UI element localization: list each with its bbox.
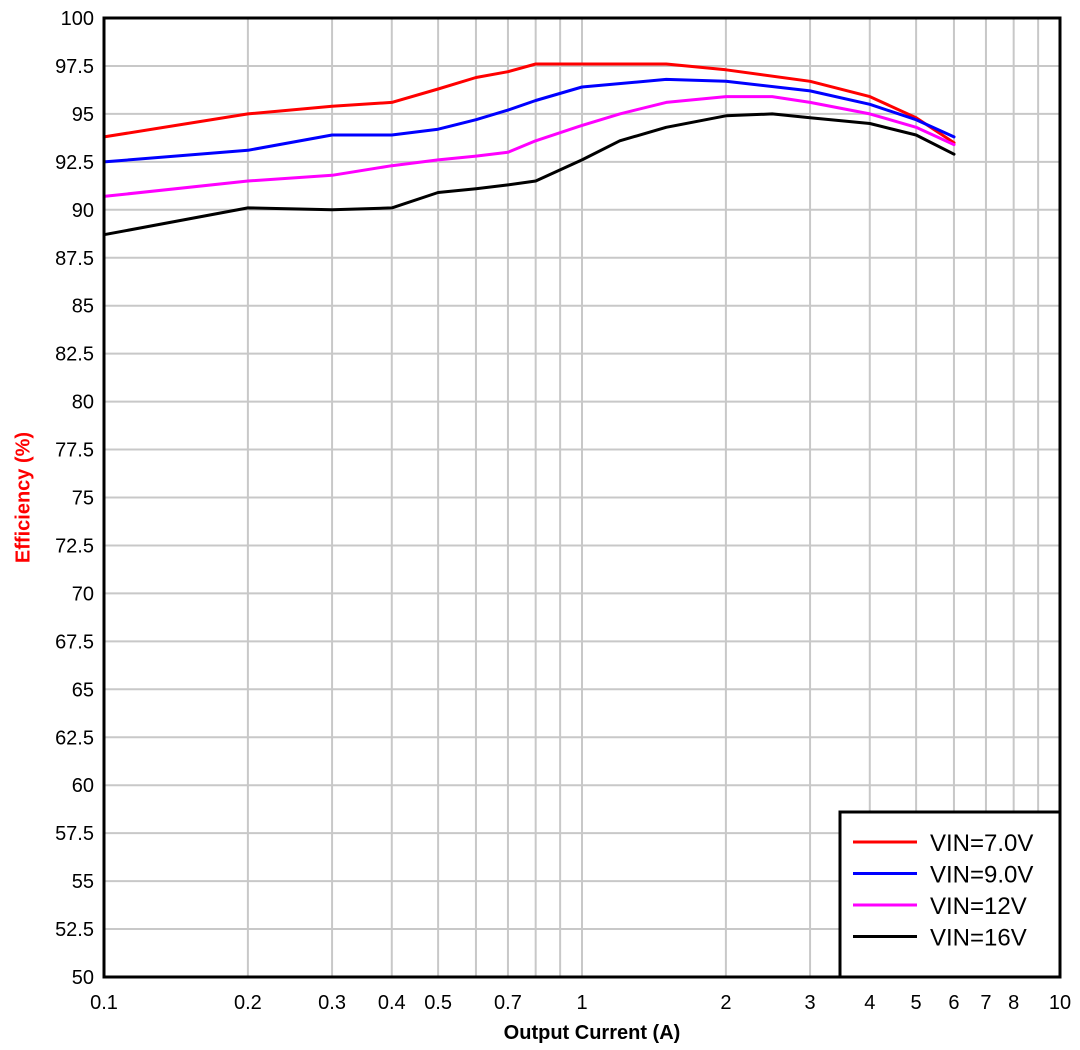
x-tick-label: 0.3 — [318, 992, 346, 1014]
legend-label: VIN=12V — [930, 893, 1027, 920]
y-tick-label: 67.5 — [55, 631, 94, 653]
y-tick-label: 87.5 — [55, 248, 94, 270]
y-tick-label: 60 — [72, 775, 94, 797]
y-tick-label: 80 — [72, 392, 94, 414]
x-tick-label: 5 — [911, 992, 922, 1014]
y-tick-label: 75 — [72, 488, 94, 510]
series-lines — [102, 62, 956, 237]
x-tick-label: 0.2 — [234, 992, 262, 1014]
y-tick-label: 95 — [72, 104, 94, 126]
y-tick-label: 70 — [72, 583, 94, 605]
y-tick-label: 65 — [72, 679, 94, 701]
x-tick-label: 8 — [1008, 992, 1019, 1014]
grid — [103, 17, 1061, 978]
x-tick-label: 3 — [805, 992, 816, 1014]
series-line-2 — [102, 77, 956, 164]
y-tick-labels: 50 52.5 55 57.5 60 62.5 65 67.5 70 72.5 75 77.5 80 82… — [55, 8, 94, 989]
x-tick-label: 0.7 — [494, 992, 522, 1014]
y-tick-label: 92.5 — [55, 152, 94, 174]
x-tick-label: 0.1 — [90, 992, 118, 1014]
x-tick-labels: 0.1 0.2 0.3 0.4 0.5 0.7 1 2 3 4 5 6 7 8 10 — [90, 992, 1071, 1014]
y-tick-label: 100 — [61, 8, 94, 30]
x-tick-label: 0.5 — [424, 992, 452, 1014]
y-tick-label: 50 — [72, 967, 94, 989]
series-line-4 — [102, 112, 956, 237]
legend-box — [838, 810, 1062, 979]
y-tick-label: 55 — [72, 871, 94, 893]
x-tick-label: 4 — [864, 992, 875, 1014]
series-line-3 — [102, 95, 956, 198]
plot-frame — [102, 16, 1062, 979]
x-axis-title: Output Current (A) — [504, 1022, 681, 1044]
y-tick-label: 85 — [72, 296, 94, 318]
y-tick-label: 97.5 — [55, 56, 94, 78]
x-tick-label: 2 — [720, 992, 731, 1014]
y-tick-label: 82.5 — [55, 344, 94, 366]
y-tick-label: 72.5 — [55, 535, 94, 557]
y-tick-label: 90 — [72, 200, 94, 222]
legend-label: VIN=7.0V — [930, 830, 1033, 857]
x-tick-label: 1 — [576, 992, 587, 1014]
x-tick-label: 0.4 — [378, 992, 406, 1014]
x-tick-label: 10 — [1049, 992, 1071, 1014]
legend-label: VIN=16V — [930, 925, 1027, 952]
legend-label: VIN=9.0V — [930, 862, 1033, 889]
y-tick-label: 62.5 — [55, 727, 94, 749]
legend: VIN=7.0V VIN=9.0V VIN=12V VIN=16V — [838, 810, 1062, 979]
y-tick-label: 52.5 — [55, 919, 94, 941]
y-tick-label: 57.5 — [55, 823, 94, 845]
series-line-1 — [102, 62, 956, 145]
x-tick-label: 6 — [948, 992, 959, 1014]
x-tick-label: 7 — [980, 992, 991, 1014]
y-axis-title: Efficiency (%) — [12, 432, 34, 563]
y-tick-label: 77.5 — [55, 440, 94, 462]
